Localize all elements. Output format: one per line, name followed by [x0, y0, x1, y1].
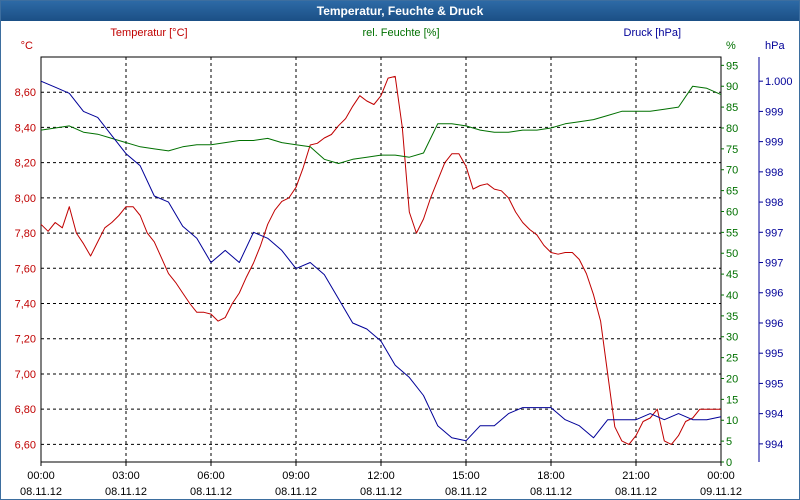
temperature-tick-label: 6,60 [15, 439, 36, 451]
humidity-tick-label: 0 [726, 457, 732, 469]
x-tick-date: 08.11.12 [105, 486, 147, 498]
pressure-series-label: Druck [hPa] [624, 27, 681, 39]
x-tick-date: 08.11.12 [445, 486, 487, 498]
x-tick-date: 08.11.12 [275, 486, 317, 498]
humidity-tick-label: 20 [726, 373, 738, 385]
x-tick-time: 12:00 [367, 470, 395, 482]
pressure-tick-label: 995 [765, 348, 783, 360]
pressure-unit: hPa [765, 40, 785, 52]
pressure-tick-label: 1.000 [765, 76, 793, 88]
line-chart: °C 8,60 8,40 8,20 8,00 7,80 7,60 7,40 7,20 7,00 6… [15, 27, 793, 498]
temperature-axis: °C 8,60 8,40 8,20 8,00 7,80 7,60 7,40 7,20 7,00 6… [15, 40, 36, 451]
x-tick-date: 08.11.12 [360, 486, 402, 498]
humidity-tick-label: 10 [726, 415, 738, 427]
humidity-tick-label: 15 [726, 394, 738, 406]
x-tick-date: 08.11.12 [190, 486, 232, 498]
temperature-tick-label: 8,00 [15, 193, 36, 205]
x-tick-time: 06:00 [197, 470, 225, 482]
pressure-tick-label: 996 [765, 318, 783, 330]
temperature-tick-label: 7,00 [15, 369, 36, 381]
x-tick-date: 08.11.12 [20, 486, 62, 498]
temperature-tick-label: 8,40 [15, 122, 36, 134]
x-tick-time: 03:00 [112, 470, 140, 482]
humidity-tick-label: 95 [726, 60, 738, 72]
humidity-tick-label: 5 [726, 436, 732, 448]
humidity-tick-label: 90 [726, 81, 738, 93]
pressure-tick-label: 994 [765, 439, 783, 451]
humidity-tick-label: 60 [726, 206, 738, 218]
humidity-tick-label: 55 [726, 227, 738, 239]
window-title: Temperatur, Feuchte & Druck [1, 1, 799, 21]
temperature-tick-label: 7,20 [15, 334, 36, 346]
temperature-tick-label: 7,80 [15, 228, 36, 240]
temperature-unit: °C [21, 40, 33, 52]
x-tick-date: 08.11.12 [530, 486, 572, 498]
pressure-tick-label: 998 [765, 167, 783, 179]
temperature-tick-label: 7,60 [15, 263, 36, 275]
humidity-tick-label: 35 [726, 311, 738, 323]
temperature-tick-label: 8,60 [15, 87, 36, 99]
temperature-tick-label: 8,20 [15, 158, 36, 170]
humidity-tick-label: 80 [726, 123, 738, 135]
humidity-tick-label: 40 [726, 290, 738, 302]
pressure-tick-label: 999 [765, 137, 783, 149]
x-tick-time: 00:00 [707, 470, 735, 482]
pressure-tick-label: 996 [765, 288, 783, 300]
humidity-series-label: rel. Feuchte [%] [362, 27, 439, 39]
pressure-axis: hPa 1.000 999 999 998 998 997 997 996 996 995 995 9… [758, 40, 793, 462]
pressure-tick-label: 997 [765, 227, 783, 239]
pressure-tick-label: 998 [765, 197, 783, 209]
x-tick-time: 18:00 [537, 470, 565, 482]
humidity-tick-label: 45 [726, 269, 738, 281]
series-layer [40, 75, 722, 445]
humidity-tick-label: 30 [726, 332, 738, 344]
humidity-tick-label: 25 [726, 353, 738, 365]
x-tick-time: 09:00 [282, 470, 310, 482]
humidity-tick-label: 50 [726, 248, 738, 260]
humidity-line [40, 85, 722, 164]
grid-lines [41, 57, 721, 462]
x-tick-time: 21:00 [622, 470, 650, 482]
pressure-line [40, 80, 722, 442]
temperature-series-label: Temperatur [°C] [110, 27, 187, 39]
pressure-tick-label: 994 [765, 409, 783, 421]
humidity-tick-label: 65 [726, 186, 738, 198]
pressure-tick-label: 997 [765, 258, 783, 270]
x-axis: 00:00 08.11.12 03:00 08.11.12 06:00 08.11.12 0… [20, 462, 742, 498]
humidity-tick-label: 70 [726, 165, 738, 177]
temperature-tick-label: 6,80 [15, 404, 36, 416]
temperature-line [40, 75, 721, 445]
series-labels: Temperatur [°C] rel. Feuchte [%] Druck [… [110, 27, 681, 39]
pressure-tick-label: 995 [765, 378, 783, 390]
humidity-tick-label: 85 [726, 102, 738, 114]
x-tick-date: 09.11.12 [700, 486, 742, 498]
x-tick-time: 00:00 [27, 470, 55, 482]
humidity-tick-label: 75 [726, 144, 738, 156]
x-tick-date: 08.11.12 [615, 486, 657, 498]
pressure-tick-label: 999 [765, 106, 783, 118]
x-tick-time: 15:00 [452, 470, 480, 482]
temperature-tick-label: 7,40 [15, 299, 36, 311]
humidity-unit: % [726, 40, 736, 52]
